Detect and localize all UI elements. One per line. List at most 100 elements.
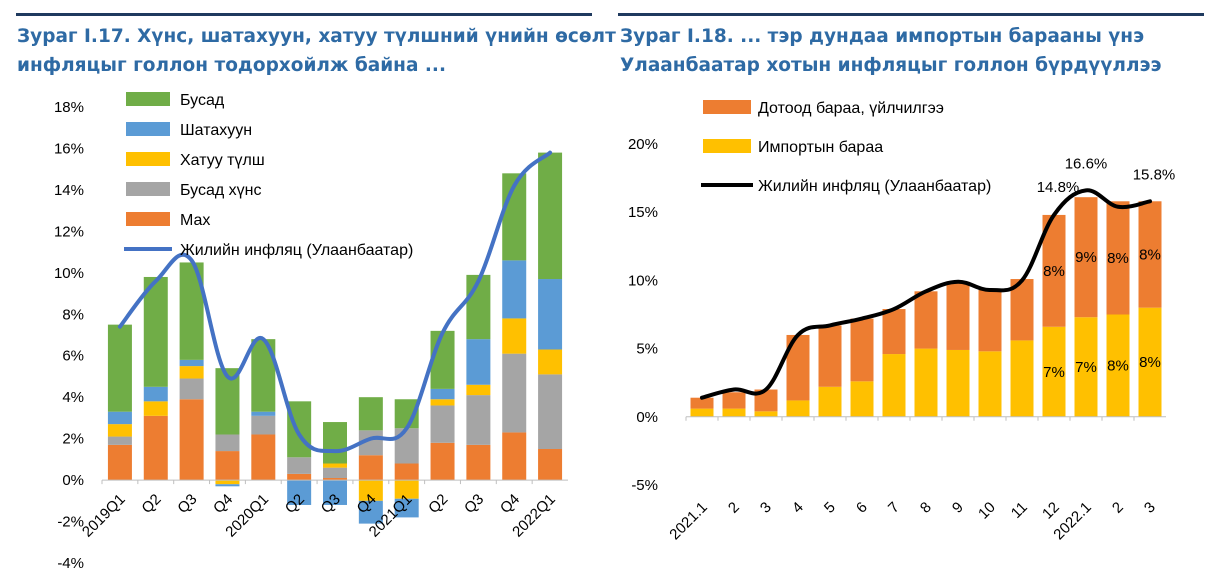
legend-swatch <box>126 92 170 106</box>
legend-label: Хатуу түлш <box>180 152 265 169</box>
y-tick-label: -5% <box>631 477 658 494</box>
x-tick-label: 6 <box>853 499 871 517</box>
bar-segment <box>107 424 132 437</box>
x-tick-label: 2 <box>1109 499 1127 517</box>
bar-segment <box>1138 307 1162 417</box>
legend-swatch <box>126 122 170 136</box>
y-tick-label: 5% <box>636 341 658 358</box>
data-label: 7% <box>1075 359 1097 376</box>
bar-segment <box>430 388 455 400</box>
bar-segment <box>1010 279 1034 341</box>
bar-segment <box>466 339 491 385</box>
line-value-label: 14.8% <box>1037 179 1080 196</box>
bar-segment <box>215 451 240 481</box>
y-tick-label: 15% <box>628 204 658 221</box>
bar-segment <box>502 318 527 354</box>
figure-title-left: Зураг I.17. Хүнс, шатахуун, хатуу түлшни… <box>17 22 616 80</box>
chart-right: 20%15%10%5%0%-5%7%8%7%9%8%8%8%8%2021.1 2 3… <box>628 100 1176 543</box>
bar-segment <box>978 351 1002 417</box>
bar-segment <box>358 397 383 431</box>
x-tick-label: 8 <box>917 499 935 517</box>
bar-segment <box>946 349 970 417</box>
y-tick-label: 20% <box>628 136 658 153</box>
bar-segment <box>358 480 383 501</box>
x-tick-label: Q4 <box>497 491 523 517</box>
bar-segment <box>1138 201 1162 308</box>
data-label: 8% <box>1139 246 1161 263</box>
bar-segment <box>466 395 491 445</box>
bar-segment <box>914 291 938 349</box>
inflation-line <box>700 188 1152 400</box>
legend-swatch <box>703 100 751 114</box>
bar-segment <box>850 381 874 417</box>
legend-swatch <box>126 182 170 196</box>
right-figure: Зураг I.18. ... тэр дундаа импортын бара… <box>606 0 1213 584</box>
bar-segment <box>394 498 419 518</box>
data-label: 8% <box>1107 358 1129 375</box>
bar-segment <box>430 330 455 389</box>
bar-segment <box>1042 326 1066 417</box>
bar-segment <box>1010 340 1034 417</box>
x-tick-label: 2 <box>725 499 743 517</box>
y-tick-label: 6% <box>62 348 84 365</box>
legend-label: Жилийн инфляц (Улаанбаатар) <box>180 242 413 259</box>
legend-swatch <box>703 139 751 153</box>
bar-segment <box>1074 197 1098 318</box>
bar-segment <box>251 339 276 412</box>
bar-segment <box>882 309 906 355</box>
title-line-1: Зураг I.17. Хүнс, шатахуун, хатуу түлшни… <box>17 26 616 47</box>
bar-segment <box>690 408 714 417</box>
y-tick-label: 4% <box>62 389 84 406</box>
bar-segment <box>358 455 383 481</box>
y-tick-label: 10% <box>628 272 658 289</box>
bar-segment <box>754 389 778 412</box>
y-tick-label: -2% <box>57 514 84 531</box>
x-tick-label: 2021.1 <box>666 499 710 543</box>
x-tick-label: Q2 <box>138 491 164 517</box>
y-tick-label: 0% <box>636 409 658 426</box>
x-tick-label: 10 <box>975 499 999 523</box>
bar-segment <box>287 480 312 505</box>
data-label: 8% <box>1107 250 1129 267</box>
bar-segment <box>914 348 938 417</box>
bar-segment <box>978 289 1002 352</box>
bar-segment <box>179 359 204 367</box>
legend-label: Бусад хүнс <box>180 182 261 199</box>
legend-label: Шатахуун <box>180 122 252 139</box>
bar-segment <box>1106 201 1130 315</box>
x-tick-label: Q3 <box>461 491 487 517</box>
bar-segment <box>786 400 810 417</box>
bar-segment <box>251 415 276 435</box>
title-rule <box>618 13 1204 16</box>
chart-left: 18% 16% 14% 12% 10% 8% 6% 4% 2% 0% -2% -4% 2019Q1 Q2 Q… <box>54 92 568 572</box>
y-tick-label: 8% <box>62 306 84 323</box>
title-line-1: Зураг I.18. ... тэр дундаа импортын бара… <box>620 26 1145 47</box>
line-value-label: 15.8% <box>1133 166 1176 183</box>
bar-segment <box>538 349 563 375</box>
bar-segment <box>358 500 383 524</box>
bar-segment <box>722 408 746 417</box>
bar-segment <box>538 449 563 481</box>
bar-segment <box>107 436 132 445</box>
bar-segment <box>323 463 347 468</box>
x-tick-label: 4 <box>789 499 807 517</box>
bar-segment <box>1106 314 1130 417</box>
bar-segment <box>430 405 455 443</box>
bar-segment <box>882 354 906 417</box>
data-label: 8% <box>1139 354 1161 371</box>
bar-segment <box>107 411 132 425</box>
bar-segment <box>818 325 842 387</box>
y-tick-label: 2% <box>62 431 84 448</box>
bar-segment <box>466 384 491 396</box>
bar-segment <box>323 480 347 505</box>
x-tick-label: 2019Q1 <box>79 491 129 541</box>
bar-segment <box>722 392 746 409</box>
x-tick-label: 7 <box>885 499 903 517</box>
data-label: 7% <box>1043 364 1065 381</box>
bar-segment <box>1074 317 1098 417</box>
bar-segment <box>1042 214 1066 327</box>
bar-segment <box>323 478 347 481</box>
x-tick-label: 9 <box>949 499 967 517</box>
legend-swatch <box>126 152 170 166</box>
bar-segment <box>107 444 132 481</box>
